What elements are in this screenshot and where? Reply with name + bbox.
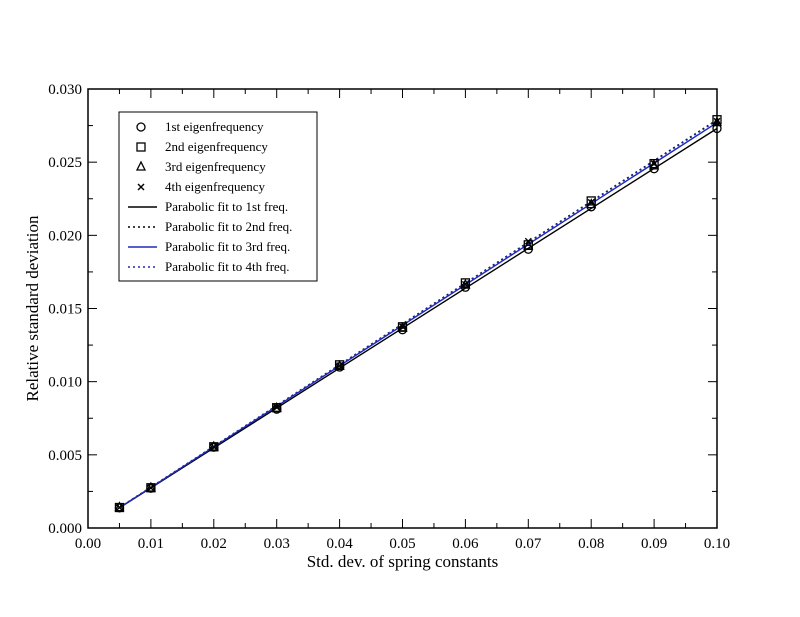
x-tick-label: 0.03: [264, 536, 290, 552]
y-tick-label: 0.025: [48, 155, 82, 171]
x-tick-label: 0.08: [578, 536, 604, 552]
y-tick-label: 0.000: [48, 521, 82, 537]
data-point-series-3: [334, 359, 345, 370]
data-point-series-3: [397, 321, 408, 332]
data-point-series-4: [210, 443, 218, 451]
x-tick-label: 0.00: [75, 536, 101, 552]
y-tick-label: 0.020: [48, 228, 82, 244]
data-point-series-3: [523, 239, 534, 250]
legend-label: 2nd eigenfrequency: [165, 139, 268, 154]
data-point-series-4: [273, 403, 281, 411]
x-axis-label: Std. dev. of spring constants: [307, 552, 499, 571]
data-point-series-4: [524, 237, 532, 245]
data-point-series-3: [208, 440, 219, 451]
data-point-series-4: [336, 362, 344, 370]
legend-marker-2: [136, 142, 146, 152]
legend-box: [118, 111, 318, 282]
legend-marker-4: [137, 183, 145, 191]
axis-ticks: 0.00 0.01 0.02 0.03 0.04 0.05 0.06 0.07 0.08 0.09…: [48, 82, 730, 552]
x-tick-label: 0.10: [704, 536, 730, 552]
legend-label: Parabolic fit to 3rd freq.: [165, 239, 290, 254]
data-point-series-4: [399, 323, 406, 331]
x-tick-label: 0.07: [515, 536, 542, 552]
x-tick-label: 0.06: [452, 536, 479, 552]
y-axis-label: Relative standard deviation: [23, 215, 42, 401]
data-point-series-3: [145, 481, 156, 492]
legend-label: 4th eigenfrequency: [165, 179, 265, 194]
y-tick-label: 0.005: [48, 448, 82, 464]
data-point-series-3: [271, 401, 282, 412]
data-point-series-4: [461, 280, 469, 288]
legend-label: 3rd eigenfrequency: [165, 159, 266, 174]
y-tick-label: 0.030: [48, 82, 82, 98]
x-tick-label: 0.09: [641, 536, 667, 552]
data-point-series-2: [586, 196, 596, 206]
data-point-series-4: [147, 484, 155, 492]
data-point-series-4: [650, 160, 658, 168]
legend-marker-1: [136, 122, 146, 132]
legend-label: Parabolic fit to 4th freq.: [165, 259, 290, 274]
x-tick-label: 0.04: [326, 536, 353, 552]
fit-line-4: [119, 119, 718, 509]
legend-label: 1st eigenfrequency: [165, 119, 264, 134]
fit-lines: [119, 119, 718, 509]
data-point-series-3: [114, 501, 125, 512]
x-tick-label: 0.02: [201, 536, 227, 552]
data-point-series-4: [587, 198, 595, 206]
data-markers: [114, 115, 723, 513]
y-tick-label: 0.010: [48, 375, 82, 391]
legend-label: Parabolic fit to 1st freq.: [165, 199, 288, 214]
data-point-series-4: [115, 504, 123, 512]
fit-line-3: [119, 122, 718, 509]
fit-line-1: [119, 127, 718, 509]
x-tick-label: 0.01: [138, 536, 164, 552]
data-point-series-3: [460, 278, 471, 289]
legend: 1st eigenfrequency 2nd eigenfrequency 3rd …: [118, 111, 318, 282]
y-tick-label: 0.015: [48, 302, 82, 318]
legend-label: Parabolic fit to 2nd freq.: [165, 219, 292, 234]
x-tick-label: 0.05: [389, 536, 415, 552]
legend-marker-3: [135, 160, 147, 171]
